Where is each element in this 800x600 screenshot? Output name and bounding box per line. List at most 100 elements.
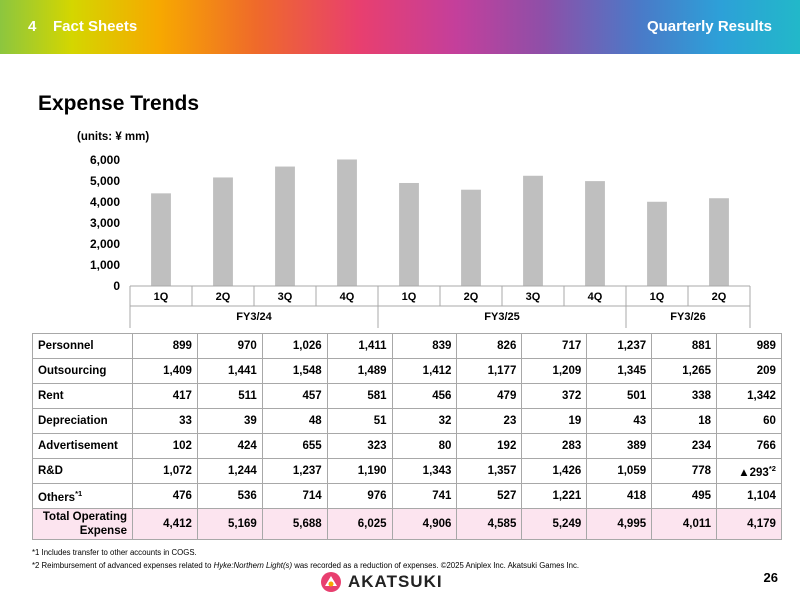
table-cell: 338 [651, 383, 718, 409]
table-cell: 476 [132, 483, 198, 509]
table-cell: 283 [521, 433, 588, 459]
table-cell: 51 [326, 408, 393, 434]
row-label: Others*1 [32, 483, 133, 509]
table-cell: 457 [261, 383, 328, 409]
x-tick-label: 1Q [154, 291, 169, 303]
bar [213, 177, 233, 286]
x-group-label: FY3/25 [484, 311, 519, 323]
footnote-2-pre: *2 Reimbursement of advanced expenses re… [32, 561, 214, 570]
table-cell: 39 [196, 408, 263, 434]
total-cell: 4,412 [132, 508, 198, 540]
footnote-marker: *1 [75, 488, 83, 498]
total-label: Total Operating Expense [32, 508, 133, 540]
x-tick-label: 2Q [464, 291, 479, 303]
expense-table: Personnel 899 970 1,026 1,411 839 826 717 1,237 8… [32, 333, 782, 540]
table-cell: 1,026 [261, 333, 328, 359]
bar [585, 181, 605, 286]
table-cell: 1,489 [326, 358, 393, 384]
x-tick-label: 2Q [712, 291, 727, 303]
table-cell: 1,221 [521, 483, 588, 509]
table-cell: 899 [132, 333, 198, 359]
logo-text: AKATSUKI [348, 572, 443, 591]
table-cell: 424 [196, 433, 263, 459]
table-cell: 1,441 [196, 358, 263, 384]
table-cell: 32 [391, 408, 458, 434]
table-cell: 417 [132, 383, 198, 409]
table-cell: 389 [586, 433, 653, 459]
table-cell: 1,412 [391, 358, 458, 384]
table-row: Personnel 899 970 1,026 1,411 839 826 717 1,237 8… [32, 333, 782, 359]
table-cell: 323 [326, 433, 393, 459]
total-row: Total Operating Expense 4,412 5,169 5,688 6,0… [32, 508, 782, 540]
y-tick-label: 6,000 [90, 153, 120, 167]
table-cell: 778 [651, 458, 718, 484]
footnote-1: *1 Includes transfer to other accounts i… [32, 548, 197, 557]
section-number: 4 [28, 18, 37, 35]
table-row: Advertisement 102 424 655 323 80 192 283 389 234 7… [32, 433, 782, 459]
table-cell: 501 [586, 383, 653, 409]
table-cell: 527 [456, 483, 523, 509]
table-cell: 1,104 [716, 483, 782, 509]
total-cell: 4,179 [716, 508, 782, 540]
y-tick-label: 5,000 [90, 174, 120, 188]
x-tick-label: 3Q [526, 291, 541, 303]
x-tick-label: 2Q [216, 291, 231, 303]
x-tick-label: 4Q [588, 291, 603, 303]
bar [337, 159, 357, 286]
table-cell: 1,265 [651, 358, 718, 384]
y-tick-label: 3,000 [90, 216, 120, 230]
table-cell: 418 [586, 483, 653, 509]
x-group-label: FY3/26 [670, 311, 705, 323]
table-row: Others*1 476 536 714 976 741 527 1,221 418 495 1,1… [32, 483, 782, 509]
total-cell: 4,011 [651, 508, 718, 540]
units-label: (units: ¥ mm) [77, 131, 150, 143]
table-cell: 1,237 [586, 333, 653, 359]
y-tick-label: 0 [113, 279, 120, 293]
table-cell: ▲293*2 [716, 458, 782, 484]
page-title: Expense Trends [38, 92, 200, 115]
table-cell: 234 [651, 433, 718, 459]
y-tick-label: 4,000 [90, 195, 120, 209]
table-cell: 43 [586, 408, 653, 434]
akatsuki-logo: AKATSUKI [320, 571, 443, 593]
table-cell: 826 [456, 333, 523, 359]
table-cell: 717 [521, 333, 588, 359]
table-cell: 655 [261, 433, 328, 459]
x-group-label: FY3/24 [236, 311, 272, 323]
table-cell: 456 [391, 383, 458, 409]
table-cell: 18 [651, 408, 718, 434]
row-label: Personnel [32, 333, 133, 359]
footnote-2-post: was recorded as a reduction of expenses.… [292, 561, 580, 570]
row-label: Depreciation [32, 408, 133, 434]
table-cell: 23 [456, 408, 523, 434]
total-cell: 5,249 [521, 508, 588, 540]
table-cell: 1,177 [456, 358, 523, 384]
x-tick-label: 3Q [278, 291, 293, 303]
x-tick-label: 1Q [402, 291, 417, 303]
total-cell: 5,169 [196, 508, 263, 540]
row-label: Rent [32, 383, 133, 409]
bar [523, 175, 543, 286]
table-cell: 102 [132, 433, 198, 459]
table-cell: 60 [716, 408, 782, 434]
bar [399, 182, 419, 286]
akatsuki-logo-icon [321, 572, 341, 592]
y-tick-label: 2,000 [90, 237, 120, 251]
expense-bar-chart: 0 1,000 2,000 3,000 4,000 5,000 6,000 1Q 2Q 3Q 4Q 1… [90, 153, 751, 328]
table-cell: 839 [391, 333, 458, 359]
table-cell: 19 [521, 408, 588, 434]
table-cell: 33 [132, 408, 198, 434]
table-cell: 1,345 [586, 358, 653, 384]
table-cell: 536 [196, 483, 263, 509]
table-cell: 1,343 [391, 458, 458, 484]
table-cell: 1,411 [326, 333, 393, 359]
footnote-2-title: Hyke:Northern Light(s) [213, 561, 293, 570]
total-cell: 4,906 [391, 508, 458, 540]
table-cell: 495 [651, 483, 718, 509]
table-cell: 714 [261, 483, 328, 509]
table-cell: 511 [196, 383, 263, 409]
table-cell: 1,342 [716, 383, 782, 409]
total-cell: 6,025 [326, 508, 393, 540]
table-cell: 479 [456, 383, 523, 409]
table-cell: 48 [261, 408, 328, 434]
